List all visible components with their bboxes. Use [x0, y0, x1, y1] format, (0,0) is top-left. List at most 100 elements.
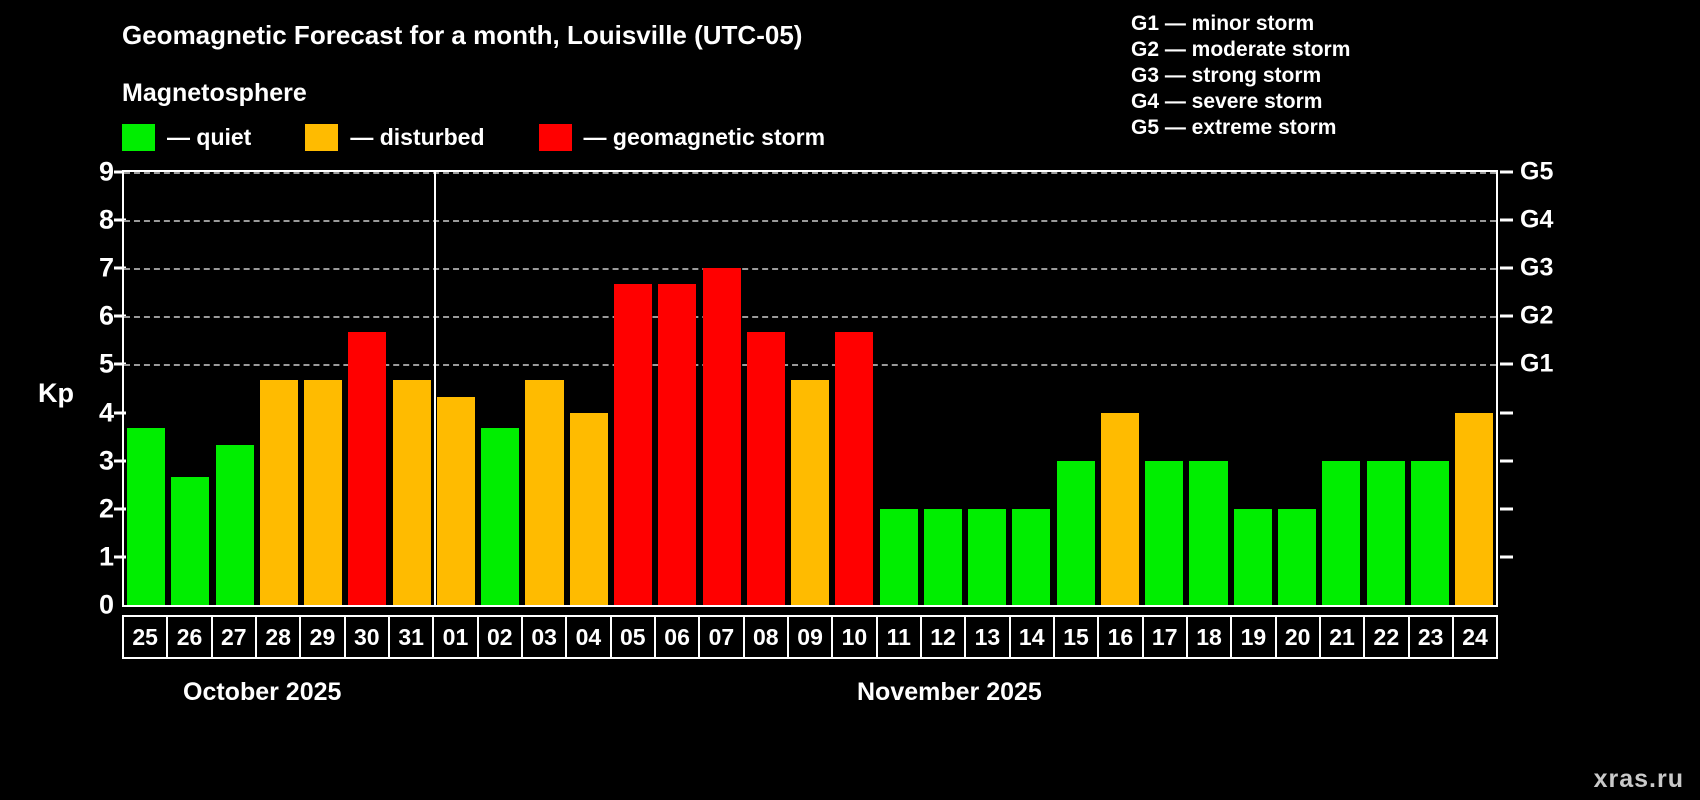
- bar-cell[interactable]: [699, 172, 743, 605]
- bar-series: [124, 172, 1496, 605]
- bar-cell[interactable]: [522, 172, 566, 605]
- bar[interactable]: [1189, 460, 1228, 605]
- y-tick-label: 2: [98, 493, 114, 524]
- green-swatch-icon: [122, 124, 155, 151]
- bar[interactable]: [569, 412, 608, 605]
- y-tick-label: 0: [98, 589, 114, 620]
- bar-cell[interactable]: [1054, 172, 1098, 605]
- bar-cell[interactable]: [1363, 172, 1407, 605]
- bar-cell[interactable]: [965, 172, 1009, 605]
- bar-cell[interactable]: [877, 172, 921, 605]
- bar-cell[interactable]: [345, 172, 389, 605]
- page-title: Geomagnetic Forecast for a month, Louisv…: [122, 20, 803, 50]
- bar[interactable]: [481, 428, 520, 605]
- bar[interactable]: [259, 380, 298, 605]
- bar-cell[interactable]: [611, 172, 655, 605]
- bar[interactable]: [1322, 460, 1361, 605]
- bar[interactable]: [968, 508, 1007, 605]
- g-axis-minor-tick: [1500, 411, 1513, 415]
- bar-cell[interactable]: [213, 172, 257, 605]
- day-label: 31: [390, 617, 435, 657]
- red-swatch-icon: [538, 124, 572, 151]
- bar[interactable]: [1366, 460, 1405, 605]
- bar[interactable]: [1012, 508, 1051, 605]
- bar[interactable]: [215, 444, 254, 605]
- bar-cell[interactable]: [434, 172, 478, 605]
- legend-item-label: — disturbed: [350, 124, 485, 150]
- bar-cell[interactable]: [788, 172, 832, 605]
- g-tick-mark: [1500, 362, 1513, 366]
- bar-cell[interactable]: [832, 172, 876, 605]
- bar-cell[interactable]: [1142, 172, 1186, 605]
- storm-scale-row: G3 — strong storm: [1131, 64, 1322, 87]
- bar[interactable]: [392, 380, 431, 605]
- day-label: 05: [612, 617, 656, 657]
- chart-plot-area: [122, 170, 1498, 607]
- g-tick-label: G4: [1520, 205, 1554, 234]
- day-label: 04: [567, 617, 612, 657]
- y-tick-label: 6: [98, 300, 114, 331]
- bar-cell[interactable]: [1319, 172, 1363, 605]
- bar-cell[interactable]: [1009, 172, 1053, 605]
- bar-cell[interactable]: [390, 172, 434, 605]
- bar[interactable]: [835, 332, 874, 605]
- bar-cell[interactable]: [301, 172, 345, 605]
- bar[interactable]: [791, 380, 830, 605]
- bar[interactable]: [746, 332, 785, 605]
- bar-cell[interactable]: [478, 172, 522, 605]
- month-label-october: October 2025: [183, 678, 342, 706]
- bar[interactable]: [923, 508, 962, 605]
- watermark: xras.ru: [1593, 765, 1684, 793]
- bar-cell[interactable]: [124, 172, 168, 605]
- day-label: 26: [168, 617, 213, 657]
- bar[interactable]: [127, 428, 166, 605]
- bar[interactable]: [436, 396, 476, 605]
- bar[interactable]: [1100, 412, 1139, 605]
- y-tick-mark: [114, 411, 126, 415]
- bar[interactable]: [304, 380, 343, 605]
- day-label: 15: [1055, 617, 1100, 657]
- bar[interactable]: [1056, 460, 1095, 605]
- g-tick-mark: [1500, 314, 1513, 318]
- legend-item-label: — quiet: [167, 124, 252, 150]
- bar[interactable]: [1145, 460, 1184, 605]
- bar-cell[interactable]: [257, 172, 301, 605]
- bar[interactable]: [879, 508, 918, 605]
- storm-scale-legend: G1 — minor storm G2 — moderate storm G3 — …: [1131, 11, 1350, 141]
- y-tick-label: 3: [98, 445, 114, 476]
- orange-swatch-icon: [305, 124, 339, 151]
- bar-cell[interactable]: [1452, 172, 1496, 605]
- bar[interactable]: [658, 284, 697, 605]
- bar-cell[interactable]: [655, 172, 699, 605]
- day-axis-labels: 25 26 27 28 29 30 31 01 02 03 04 05 06 07 08 09 10 11 12 13…: [122, 615, 1498, 659]
- bar-cell[interactable]: [1186, 172, 1230, 605]
- day-label: 14: [1011, 617, 1055, 657]
- bar[interactable]: [171, 476, 210, 605]
- g-tick-mark: [1500, 218, 1513, 222]
- day-label: 25: [124, 617, 169, 657]
- bar-cell[interactable]: [567, 172, 611, 605]
- legend-item: — quiet: [122, 124, 251, 151]
- day-label: 08: [745, 617, 789, 657]
- bar[interactable]: [525, 380, 564, 605]
- bar[interactable]: [1278, 508, 1317, 605]
- bar[interactable]: [1233, 508, 1272, 605]
- legend-item: — disturbed: [305, 124, 485, 151]
- bar-cell[interactable]: [1098, 172, 1142, 605]
- g-tick-label: G1: [1520, 349, 1554, 378]
- bar[interactable]: [614, 284, 653, 605]
- y-tick-mark: [114, 218, 126, 222]
- bar-cell[interactable]: [168, 172, 212, 605]
- bar-cell[interactable]: [1231, 172, 1275, 605]
- day-label: 18: [1188, 617, 1233, 657]
- bar[interactable]: [1410, 460, 1449, 605]
- bar-cell[interactable]: [921, 172, 965, 605]
- g-tick-mark: [1500, 170, 1513, 174]
- bar-cell[interactable]: [1408, 172, 1452, 605]
- bar[interactable]: [1455, 412, 1494, 605]
- bar-cell[interactable]: [1275, 172, 1319, 605]
- day-label: 13: [966, 617, 1011, 657]
- bar[interactable]: [702, 268, 741, 605]
- bar[interactable]: [348, 332, 387, 605]
- bar-cell[interactable]: [744, 172, 788, 605]
